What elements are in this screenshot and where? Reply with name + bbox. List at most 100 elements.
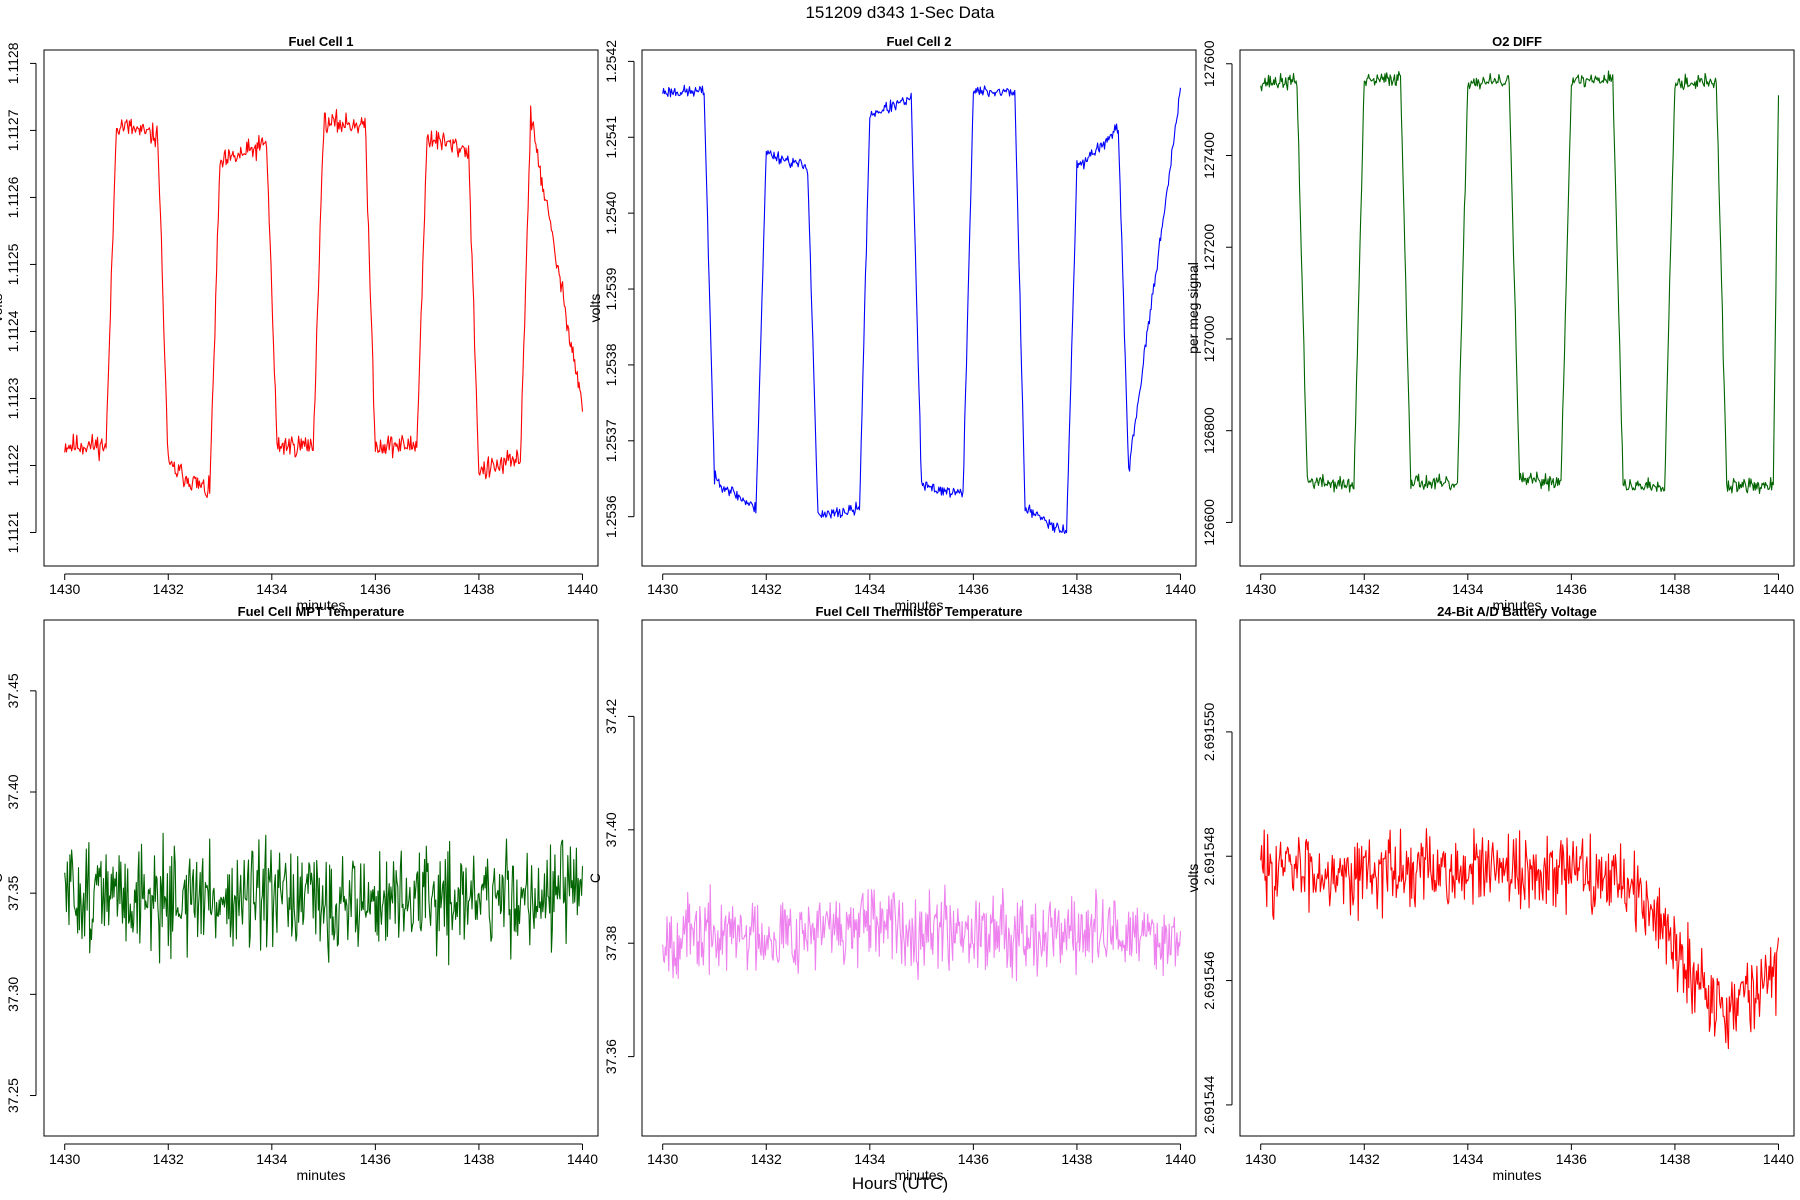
plot-frame bbox=[1239, 619, 1795, 1137]
y-tick-label: 37.38 bbox=[603, 925, 619, 960]
y-tick-label: 126800 bbox=[1201, 407, 1217, 454]
x-tick-label: 1434 bbox=[854, 1151, 885, 1167]
y-tick-label: 37.30 bbox=[5, 977, 21, 1012]
series-line bbox=[1260, 70, 1780, 494]
series-line bbox=[662, 84, 1182, 535]
x-axis: 1430 1432 1434 1436 1438 1440 minutes bbox=[647, 573, 1196, 613]
panel-title: 24-Bit A/D Battery Voltage bbox=[1437, 604, 1597, 619]
plot-frame bbox=[43, 619, 599, 1137]
y-tick-label: 1.2540 bbox=[603, 192, 619, 235]
x-tick-label: 1440 bbox=[567, 1151, 598, 1167]
x-tick-label: 1440 bbox=[1165, 581, 1196, 597]
x-axis-label: minutes bbox=[1492, 1167, 1541, 1183]
x-tick-label: 1436 bbox=[1556, 581, 1587, 597]
y-tick-label: 37.36 bbox=[603, 1039, 619, 1074]
y-tick-label: 1.2538 bbox=[603, 343, 619, 386]
panel-title: Fuel Cell 2 bbox=[886, 34, 951, 49]
series-line bbox=[64, 832, 584, 966]
y-tick-label: 1.1121 bbox=[5, 511, 21, 553]
panel-title: O2 DIFF bbox=[1492, 34, 1542, 49]
y-tick-label: 37.25 bbox=[5, 1078, 21, 1113]
y-tick-label: 1.1124 bbox=[5, 310, 21, 352]
x-tick-label: 1434 bbox=[256, 581, 287, 597]
x-tick-label: 1438 bbox=[1061, 581, 1092, 597]
y-axis-label: volts bbox=[0, 294, 5, 323]
y-tick-label: 37.45 bbox=[5, 673, 21, 708]
y-tick-label: 2.691548 bbox=[1201, 827, 1217, 886]
x-tick-label: 1432 bbox=[751, 581, 782, 597]
y-axis-label: C bbox=[0, 873, 5, 883]
panel-fuel-cell-1: Fuel Cell 1 1430 1432 1434 1436 1438 1440 minut… bbox=[0, 34, 599, 613]
figure-bottom-label: Hours (UTC) bbox=[852, 1174, 948, 1193]
x-tick-label: 1436 bbox=[958, 581, 989, 597]
x-axis-label: minutes bbox=[296, 1167, 345, 1183]
y-tick-label: 2.691550 bbox=[1201, 703, 1217, 762]
x-axis: 1430 1432 1434 1436 1438 1440 minutes bbox=[49, 573, 598, 613]
y-tick-label: 127400 bbox=[1201, 132, 1217, 179]
y-tick-label: 127000 bbox=[1201, 315, 1217, 362]
x-tick-label: 1440 bbox=[1763, 581, 1794, 597]
x-tick-label: 1430 bbox=[647, 1151, 678, 1167]
x-tick-label: 1438 bbox=[1659, 1151, 1690, 1167]
y-axis: 1.1121 1.1122 1.1123 1.1124 1.1125 1.1126 1.11… bbox=[0, 42, 37, 553]
y-axis-label: volts bbox=[587, 294, 603, 323]
y-tick-label: 1.2541 bbox=[603, 116, 619, 159]
y-tick-label: 127200 bbox=[1201, 224, 1217, 271]
panel-o2-diff: O2 DIFF 1430 1432 1434 1436 1438 1440 minutes 12… bbox=[1185, 34, 1795, 613]
x-tick-label: 1432 bbox=[751, 1151, 782, 1167]
y-tick-label: 1.1122 bbox=[5, 444, 21, 486]
y-axis-label: per meg signal bbox=[1185, 262, 1201, 354]
y-tick-label: 1.2537 bbox=[603, 419, 619, 462]
y-tick-label: 1.1128 bbox=[5, 42, 21, 84]
x-tick-label: 1440 bbox=[567, 581, 598, 597]
y-axis: 37.36 37.38 37.40 37.42 C bbox=[587, 699, 635, 1074]
x-tick-label: 1438 bbox=[463, 1151, 494, 1167]
x-tick-label: 1438 bbox=[1061, 1151, 1092, 1167]
y-tick-label: 37.40 bbox=[5, 774, 21, 809]
x-tick-label: 1432 bbox=[153, 1151, 184, 1167]
y-axis-label: C bbox=[587, 873, 603, 883]
y-tick-label: 127600 bbox=[1201, 40, 1217, 87]
panel-battery-voltage: 24-Bit A/D Battery Voltage 1430 1432 1434 14… bbox=[1185, 604, 1795, 1183]
y-axis: 1.2536 1.2537 1.2538 1.2539 1.2540 1.2541 1.25… bbox=[587, 40, 635, 538]
y-tick-label: 1.1125 bbox=[5, 243, 21, 285]
series-line bbox=[662, 884, 1182, 982]
y-tick-label: 1.2536 bbox=[603, 495, 619, 538]
x-axis-label: minutes bbox=[296, 597, 345, 613]
y-tick-label: 2.691544 bbox=[1201, 1076, 1217, 1135]
x-tick-label: 1434 bbox=[1452, 581, 1483, 597]
x-axis: 1430 1432 1434 1436 1438 1440 minutes bbox=[647, 1143, 1196, 1183]
x-axis-label: minutes bbox=[894, 1167, 943, 1183]
series-line bbox=[1260, 828, 1780, 1050]
x-tick-label: 1432 bbox=[153, 581, 184, 597]
y-axis: 2.691544 2.691546 2.691548 2.691550 volts bbox=[1185, 703, 1233, 1135]
x-tick-label: 1434 bbox=[1452, 1151, 1483, 1167]
y-tick-label: 126600 bbox=[1201, 499, 1217, 546]
x-tick-label: 1434 bbox=[256, 1151, 287, 1167]
x-tick-label: 1436 bbox=[1556, 1151, 1587, 1167]
figure-title: 151209 d343 1-Sec Data bbox=[805, 3, 995, 22]
y-tick-label: 2.691546 bbox=[1201, 951, 1217, 1010]
y-axis: 37.25 37.30 37.35 37.40 37.45 C bbox=[0, 673, 37, 1113]
series-line bbox=[64, 105, 584, 499]
x-axis-label: minutes bbox=[1492, 597, 1541, 613]
plot-frame bbox=[641, 619, 1197, 1137]
y-tick-label: 1.1123 bbox=[5, 377, 21, 419]
x-tick-label: 1436 bbox=[360, 1151, 391, 1167]
plot-frame bbox=[43, 49, 599, 567]
panel-title: Fuel Cell 1 bbox=[288, 34, 353, 49]
x-axis-label: minutes bbox=[894, 597, 943, 613]
y-tick-label: 37.35 bbox=[5, 875, 21, 910]
x-tick-label: 1430 bbox=[647, 581, 678, 597]
panel-title: Fuel Cell Thermistor Temperature bbox=[815, 604, 1022, 619]
x-tick-label: 1430 bbox=[1245, 1151, 1276, 1167]
x-tick-label: 1432 bbox=[1349, 1151, 1380, 1167]
x-tick-label: 1434 bbox=[854, 581, 885, 597]
x-tick-label: 1430 bbox=[49, 581, 80, 597]
x-tick-label: 1432 bbox=[1349, 581, 1380, 597]
y-tick-label: 37.40 bbox=[603, 812, 619, 847]
plot-frame bbox=[641, 49, 1197, 567]
y-tick-label: 37.42 bbox=[603, 699, 619, 734]
